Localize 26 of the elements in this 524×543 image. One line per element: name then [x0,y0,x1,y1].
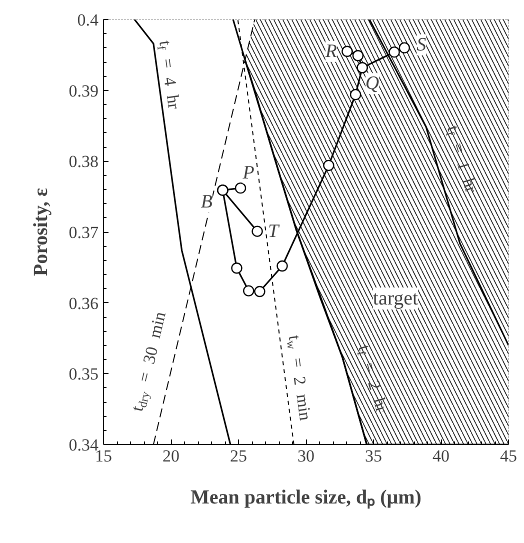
text: tf = 1 hr [443,123,481,196]
y-tick-label: 0.39 [68,81,98,100]
y-tick-label: 0.38 [68,152,98,172]
x-tick-label: 40 [432,446,450,466]
x-tick-label: 35 [365,446,382,466]
text: tw = 2 min [284,334,316,422]
y-tick-label: 0.36 [68,294,98,313]
annotation: B [200,192,213,213]
annotation: T [268,220,280,242]
text: tdry = 30 min [127,309,170,414]
x-tick-label: 25 [230,446,247,466]
annotation: P [242,162,255,184]
annotation: S [416,34,427,56]
annotation: R [324,40,338,62]
x-tick-label: 20 [162,446,180,466]
text: tf = 2 hr [354,342,392,415]
y-tick-label: 0.4 [77,10,99,30]
x-tick-label: 30 [298,446,314,466]
annotation: Q [365,73,380,94]
text: tf = 4 hr [154,39,184,111]
x-axis-title: Mean particle size, dₚ (μm) [190,486,422,510]
y-tick-label: 0.35 [68,364,98,384]
x-tick-label: 45 [500,446,517,466]
y-axis-title: Porosity, ε [30,187,52,276]
y-tick-label: 0.37 [68,223,99,242]
annotation: target [372,288,419,310]
